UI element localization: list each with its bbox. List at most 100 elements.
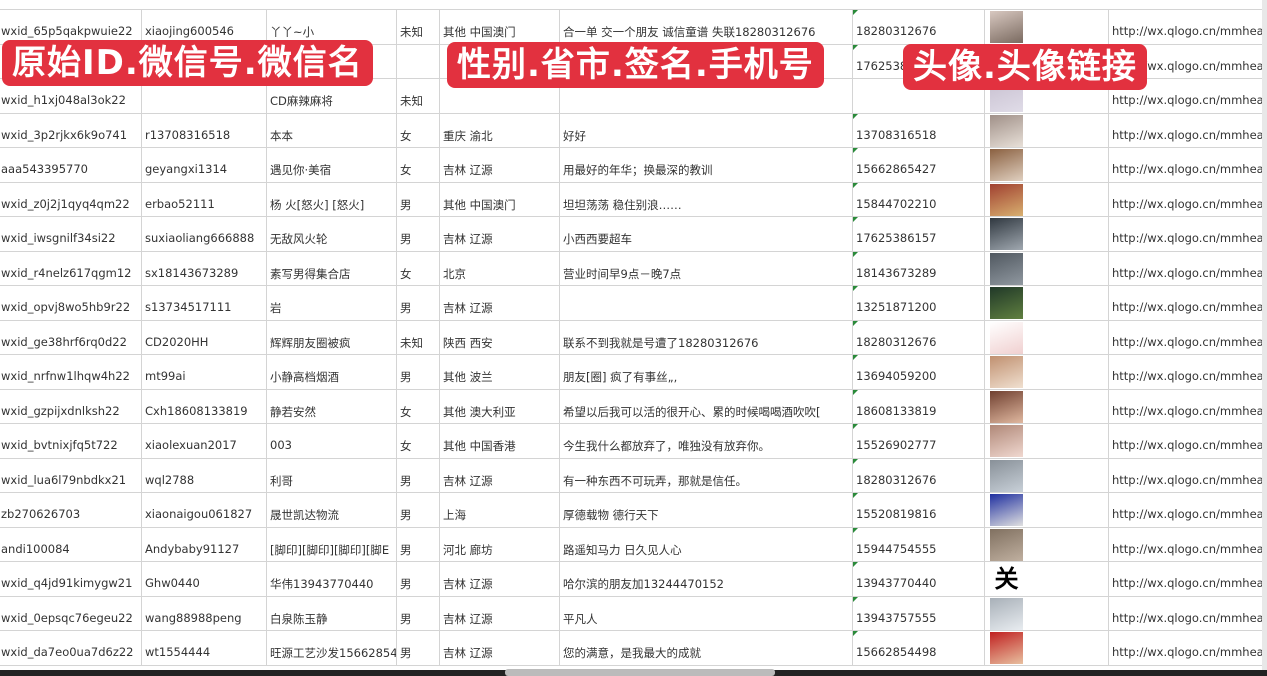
original-id-cell[interactable]: wxid_iwsgnilf34si22 xyxy=(0,217,142,251)
signature-cell[interactable]: 厚德载物 德行天下 xyxy=(560,493,853,527)
original-id-cell[interactable]: andi100084 xyxy=(0,527,142,561)
wechat-id-cell[interactable]: xiaojing600546 xyxy=(142,10,267,44)
wechat-id-cell[interactable]: wt1554444 xyxy=(142,631,267,665)
region-cell[interactable]: 其他 澳大利亚 xyxy=(440,389,560,423)
original-id-cell[interactable]: wxid_opvj8wo5hb9r22 xyxy=(0,286,142,320)
avatar-cell[interactable]: 关 xyxy=(985,562,1109,596)
region-cell[interactable]: 上海 xyxy=(440,493,560,527)
signature-cell[interactable]: 好好 xyxy=(560,113,853,147)
wechat-id-cell[interactable]: sx18143673289 xyxy=(142,251,267,285)
original-id-cell[interactable]: wxid_ge38hrf6rq0d22 xyxy=(0,320,142,354)
gender-cell[interactable]: 女 xyxy=(397,251,440,285)
gender-cell[interactable]: 男 xyxy=(397,355,440,389)
region-cell[interactable]: 其他 波兰 xyxy=(440,355,560,389)
wechat-name-cell[interactable]: [脚印][脚印][脚印][脚E xyxy=(267,527,397,561)
avatar-url-cell[interactable]: http://wx.qlogo.cn/mmhead xyxy=(1109,493,1267,527)
original-id-cell[interactable]: wxid_3p2rjkx6k9o741 xyxy=(0,113,142,147)
signature-cell[interactable]: 联系不到我就是号遭了18280312676 xyxy=(560,320,853,354)
phone-cell[interactable]: 15526902777 xyxy=(853,424,985,458)
signature-cell[interactable]: 路遥知马力 日久见人心 xyxy=(560,527,853,561)
phone-cell[interactable]: 15662865427 xyxy=(853,148,985,182)
wechat-name-cell[interactable]: 利哥 xyxy=(267,458,397,492)
wechat-id-cell[interactable]: Andybaby91127 xyxy=(142,527,267,561)
gender-cell[interactable]: 男 xyxy=(397,562,440,596)
avatar-cell[interactable] xyxy=(985,493,1109,527)
avatar-cell[interactable] xyxy=(985,286,1109,320)
gender-cell[interactable]: 男 xyxy=(397,631,440,665)
gender-cell[interactable]: 未知 xyxy=(397,10,440,44)
phone-cell[interactable]: 13943770440 xyxy=(853,562,985,596)
signature-cell[interactable]: 坦坦荡荡 稳住别浪…… xyxy=(560,182,853,216)
wechat-name-cell[interactable]: 003 xyxy=(267,424,397,458)
wechat-name-cell[interactable]: 素写男得集合店 xyxy=(267,251,397,285)
wechat-name-cell[interactable]: 丫丫~小 xyxy=(267,10,397,44)
gender-cell[interactable]: 女 xyxy=(397,424,440,458)
region-cell[interactable]: 吉林 辽源 xyxy=(440,148,560,182)
original-id-cell[interactable]: wxid_lua6l79nbdkx21 xyxy=(0,458,142,492)
avatar-cell[interactable] xyxy=(985,10,1109,44)
gender-cell[interactable]: 男 xyxy=(397,527,440,561)
phone-cell[interactable]: 15520819816 xyxy=(853,493,985,527)
region-cell[interactable]: 吉林 辽源 xyxy=(440,458,560,492)
wechat-name-cell[interactable]: 旺源工艺沙发15662854 xyxy=(267,631,397,665)
gender-cell[interactable]: 男 xyxy=(397,458,440,492)
signature-cell[interactable]: 有一种东西不可玩弄，那就是信任。 xyxy=(560,458,853,492)
wechat-name-cell[interactable]: 白泉陈玉静 xyxy=(267,596,397,630)
phone-cell[interactable] xyxy=(853,79,985,113)
gender-cell[interactable]: 男 xyxy=(397,596,440,630)
original-id-cell[interactable]: wxid_h1xj048al3ok22 xyxy=(0,79,142,113)
avatar-cell[interactable] xyxy=(985,217,1109,251)
signature-cell[interactable]: 今生我什么都放弃了，唯独没有放弃你。 xyxy=(560,424,853,458)
phone-cell[interactable]: 15844702210 xyxy=(853,182,985,216)
avatar-cell[interactable] xyxy=(985,631,1109,665)
original-id-cell[interactable]: wxid_gzpijxdnlksh22 xyxy=(0,389,142,423)
original-id-cell[interactable]: wxid_65p5qakpwuie22 xyxy=(0,10,142,44)
wechat-name-cell[interactable] xyxy=(267,44,397,78)
wechat-id-cell[interactable]: suxiaoliang666888 xyxy=(142,217,267,251)
wechat-name-cell[interactable]: CD麻辣麻将 xyxy=(267,79,397,113)
gender-cell[interactable]: 女 xyxy=(397,148,440,182)
region-cell[interactable]: 吉林 辽源 xyxy=(440,286,560,320)
signature-cell[interactable]: 用最好的年华；换最深的教训 xyxy=(560,148,853,182)
wechat-name-cell[interactable]: 岩 xyxy=(267,286,397,320)
wechat-name-cell[interactable]: 小静高档烟酒 xyxy=(267,355,397,389)
wechat-id-cell[interactable]: wang88988peng xyxy=(142,596,267,630)
phone-cell[interactable]: 18280312676 xyxy=(853,10,985,44)
avatar-url-cell[interactable]: http://wx.qlogo.cn/mmhead xyxy=(1109,631,1267,665)
region-cell[interactable]: 其他 中国香港 xyxy=(440,424,560,458)
avatar-url-cell[interactable]: http://wx.qlogo.cn/mmhead xyxy=(1109,10,1267,44)
avatar-url-cell[interactable]: http://wx.qlogo.cn/mmhead xyxy=(1109,459,1267,493)
phone-cell[interactable]: 18143673289 xyxy=(853,251,985,285)
gender-cell[interactable]: 男 xyxy=(397,493,440,527)
phone-cell[interactable]: 15944754555 xyxy=(853,527,985,561)
avatar-url-cell[interactable]: http://wx.qlogo.cn/mmhead xyxy=(1109,45,1267,79)
phone-cell[interactable]: 13694059200 xyxy=(853,355,985,389)
original-id-cell[interactable]: wxid_da7eo0ua7d6z22 xyxy=(0,631,142,665)
wechat-id-cell[interactable]: mt99ai xyxy=(142,355,267,389)
region-cell[interactable]: 吉林 辽源 xyxy=(440,562,560,596)
region-cell[interactable]: 其他 中国澳门 xyxy=(440,10,560,44)
original-id-cell[interactable]: wxid_z0j2j1qyq4qm22 xyxy=(0,182,142,216)
avatar-cell[interactable] xyxy=(985,251,1109,285)
phone-cell[interactable]: 13251871200 xyxy=(853,286,985,320)
signature-cell[interactable]: 营业时间早9点－晚7点 xyxy=(560,251,853,285)
avatar-url-cell[interactable]: http://wx.qlogo.cn/mmhead xyxy=(1109,390,1267,424)
phone-cell[interactable]: 13708316518 xyxy=(853,113,985,147)
region-cell[interactable] xyxy=(440,79,560,113)
avatar-url-cell[interactable]: http://wx.qlogo.cn/mmhead xyxy=(1109,217,1267,251)
horizontal-scrollbar[interactable] xyxy=(505,669,775,676)
signature-cell[interactable]: 希望以后我可以活的很开心、累的时候喝喝酒吹吹[ xyxy=(560,389,853,423)
avatar-cell[interactable] xyxy=(985,320,1109,354)
wechat-name-cell[interactable]: 无敌风火轮 xyxy=(267,217,397,251)
wechat-id-cell[interactable]: s13734517111 xyxy=(142,286,267,320)
wechat-id-cell[interactable]: wql2788 xyxy=(142,458,267,492)
wechat-id-cell[interactable] xyxy=(142,79,267,113)
signature-cell[interactable]: 朋友[圈] 疯了有事丝„, xyxy=(560,355,853,389)
avatar-url-cell[interactable]: http://wx.qlogo.cn/mmhead xyxy=(1109,114,1267,148)
signature-cell[interactable]: 小西西要超车 xyxy=(560,217,853,251)
wechat-id-cell[interactable]: xiaolexuan2017 xyxy=(142,424,267,458)
avatar-url-cell[interactable]: http://wx.qlogo.cn/mmhead xyxy=(1109,183,1267,217)
avatar-url-cell[interactable]: http://wx.qlogo.cn/mmhead xyxy=(1109,528,1267,562)
avatar-cell[interactable] xyxy=(985,424,1109,458)
phone-cell[interactable]: 13943757555 xyxy=(853,596,985,630)
